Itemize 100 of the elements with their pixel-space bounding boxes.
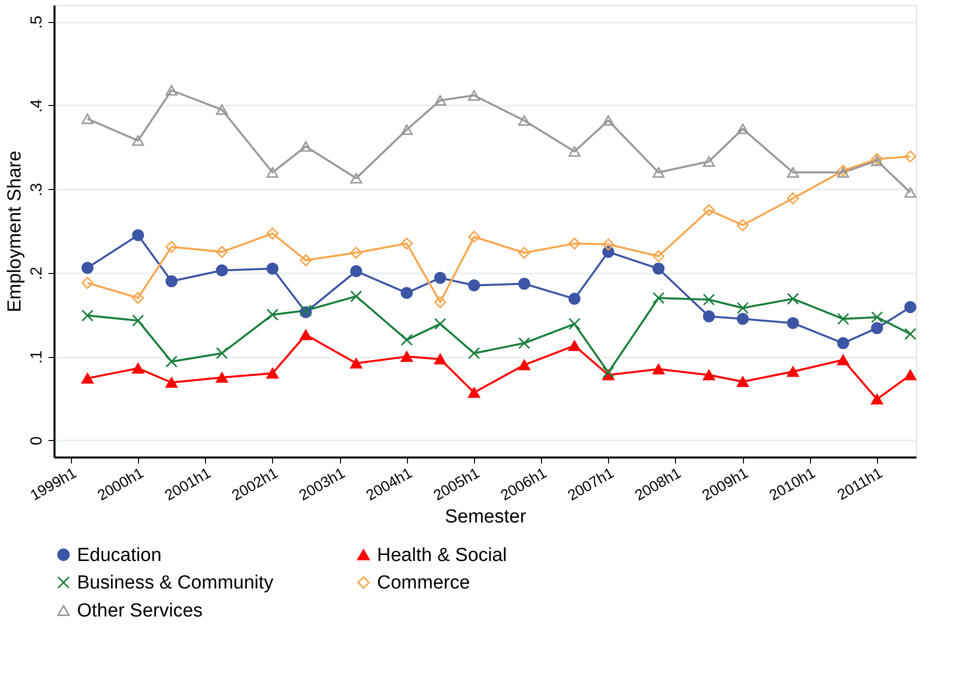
point <box>132 314 144 327</box>
point <box>81 262 94 274</box>
point <box>652 292 665 304</box>
point <box>518 360 530 370</box>
point <box>602 238 614 250</box>
point <box>434 296 446 308</box>
y-tick-label: .5 <box>28 15 46 29</box>
point <box>350 265 362 278</box>
point <box>871 311 884 324</box>
point <box>518 278 530 290</box>
point <box>132 135 144 146</box>
legend-label: Health & Social <box>377 544 507 566</box>
point <box>266 262 278 275</box>
point <box>216 246 228 258</box>
point <box>300 141 312 152</box>
point <box>400 351 413 362</box>
legend-label: Business & Community <box>77 572 274 594</box>
point <box>434 318 446 330</box>
point <box>602 366 614 378</box>
point <box>702 310 715 322</box>
x-axis-title: Semester <box>444 506 527 528</box>
legend-label: Commerce <box>377 572 470 594</box>
point <box>837 312 850 325</box>
point <box>468 347 480 360</box>
legend-label: Other Services <box>77 600 203 622</box>
point <box>786 167 799 178</box>
y-tick-label: .1 <box>28 350 46 364</box>
point <box>652 167 665 178</box>
point <box>736 302 749 314</box>
point <box>350 246 362 259</box>
y-tick-label: 0 <box>28 436 46 446</box>
point <box>434 354 446 364</box>
point <box>350 290 362 302</box>
point <box>81 276 94 289</box>
legend-label: Education <box>77 544 162 566</box>
point <box>736 376 749 387</box>
y-axis-title: Employment Share <box>4 150 26 312</box>
point <box>702 294 715 306</box>
point <box>216 104 228 115</box>
point <box>166 85 178 96</box>
point <box>568 146 580 157</box>
point <box>166 377 178 388</box>
point <box>266 308 278 321</box>
point <box>300 330 312 340</box>
point <box>216 264 228 276</box>
point <box>300 254 312 266</box>
point <box>702 370 715 380</box>
point <box>568 238 580 250</box>
point <box>400 334 413 346</box>
point <box>166 275 178 288</box>
point <box>904 187 916 198</box>
point <box>702 156 715 167</box>
point <box>904 301 916 314</box>
point <box>166 356 178 368</box>
point <box>736 312 749 325</box>
point <box>400 238 413 250</box>
point <box>702 204 715 216</box>
point <box>518 115 530 126</box>
point <box>518 246 530 259</box>
point <box>166 240 178 253</box>
y-tick-label: .2 <box>28 266 46 280</box>
y-tick-label: .3 <box>28 182 46 196</box>
point <box>786 292 799 305</box>
point <box>132 229 144 242</box>
point <box>434 95 446 106</box>
point <box>568 340 580 351</box>
point <box>518 337 530 350</box>
point <box>904 150 916 162</box>
point <box>468 387 480 398</box>
point <box>266 228 278 240</box>
point <box>216 347 228 360</box>
point <box>837 354 850 366</box>
point <box>904 370 916 380</box>
point <box>736 124 749 134</box>
point <box>468 230 480 243</box>
point <box>837 167 850 178</box>
point <box>266 368 278 379</box>
point <box>736 219 749 232</box>
point <box>468 279 480 292</box>
point <box>434 272 446 284</box>
point <box>400 124 413 136</box>
point <box>350 358 362 369</box>
point <box>652 262 665 275</box>
point <box>904 328 916 340</box>
point <box>786 317 799 330</box>
point <box>468 90 480 101</box>
point <box>568 318 580 330</box>
point <box>81 310 94 322</box>
point <box>81 373 94 384</box>
point <box>132 362 144 374</box>
point <box>266 167 278 178</box>
point <box>871 322 884 334</box>
point <box>350 172 362 184</box>
point <box>786 192 799 204</box>
point <box>81 114 94 124</box>
point <box>837 337 850 350</box>
point <box>652 364 665 374</box>
point <box>871 394 884 405</box>
point <box>216 372 228 383</box>
point <box>786 366 799 377</box>
